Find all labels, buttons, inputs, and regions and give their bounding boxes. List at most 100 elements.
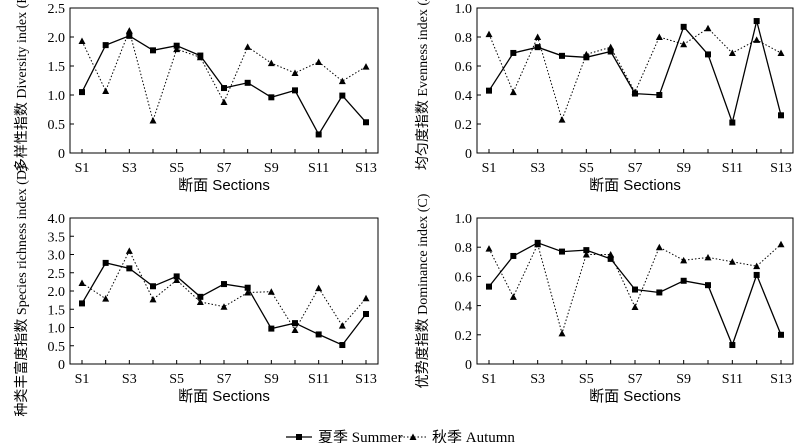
summer-point [559,52,565,59]
summer-point [268,94,275,101]
x-tick-label: S5 [169,372,184,387]
summer-point [173,273,180,280]
summer-point [486,283,492,290]
x-tick-label: S1 [75,372,90,387]
summer-point [315,331,322,338]
summer-point [705,282,711,289]
autumn-point [338,322,346,329]
y-tick-label: 1.0 [48,89,66,104]
autumn-point [582,50,590,58]
x-tick-label: S13 [770,372,792,387]
x-tick-label: S5 [579,372,594,387]
summer-point [753,271,760,278]
y-tick-label: 1.5 [48,303,66,318]
y-tick-label: 0 [58,358,65,373]
plot-frame [69,7,379,154]
x-tick-label: S3 [122,161,137,176]
y-axis-title: 多样性指数 Diversity index (H) [13,0,30,172]
richness-chart: 0 0.5 1.0 1.5 2.0 2.5 3.0 3.5 4.0 S1 S3 S5 S7 S9 S11 S1… [13,165,379,417]
autumn-point [315,58,323,65]
summer-point [244,79,251,86]
summer-point [244,284,251,291]
x-tick-label: S9 [264,372,279,387]
autumn-point [655,33,663,40]
legend: 夏季 Summer 秋季 Autumn [286,429,515,443]
y-tick-label: 4.0 [48,212,66,227]
summer-series-line [488,20,782,125]
summer-point [656,289,663,296]
summer-point [126,265,133,272]
autumn-point [244,43,252,50]
autumn-point [777,240,785,248]
autumn-point [149,117,157,124]
autumn-point [291,326,299,334]
summer-point [339,342,346,349]
y-axis-title: 种类丰富度指数 Species richness index (D) [13,165,30,417]
x-tick-label: S3 [530,372,545,387]
autumn-point [149,295,157,303]
y-axis-title: 均匀度指数 Evenness index (J) [415,0,431,170]
autumn-point [173,276,181,284]
legend-autumn-label: 秋季 Autumn [432,429,515,443]
autumn-series-line [81,28,367,123]
autumn-point [631,303,639,311]
autumn-point [680,256,688,264]
autumn-point [125,27,133,34]
autumn-point [196,53,204,61]
legend-summer-label: 夏季 Summer [318,429,403,443]
x-tick-label: S11 [722,161,743,176]
summer-point [292,87,298,94]
x-tick-label: S7 [217,161,232,176]
summer-point [363,119,369,126]
evenness-chart: 0 0.2 0.4 0.6 0.8 1.0 S1 S3 S5 S7 S9 S11 S13 断面 Secti… [415,0,794,194]
x-tick-label: S1 [75,161,90,176]
summer-point [510,49,517,56]
x-tick-label: S13 [355,161,377,176]
summer-series-line [488,242,782,347]
autumn-series-line [81,249,367,332]
autumn-point [78,37,86,45]
summer-point [126,32,133,39]
summer-point [510,252,517,259]
summer-point [607,48,614,55]
summer-point [221,281,227,288]
summer-point [583,247,590,254]
autumn-point [362,294,370,302]
y-tick-label: 0.2 [455,329,473,344]
x-tick-label: S7 [628,161,643,176]
x-tick-label: S3 [530,161,545,176]
autumn-point [125,247,133,254]
summer-point [79,300,85,307]
x-tick-label: S7 [628,372,643,387]
x-tick-label: S3 [122,372,137,387]
summer-point [150,47,156,54]
summer-point [534,44,541,51]
autumn-point [680,40,688,48]
x-tick-label: S5 [169,161,184,176]
summer-point [680,277,687,284]
y-tick-label: 1.0 [48,322,66,337]
summer-point [705,51,711,58]
y-tick-label: 3.5 [48,230,66,245]
autumn-point [244,288,252,296]
summer-point [150,283,156,290]
summer-point [221,85,227,92]
y-tick-label: 0.4 [455,300,473,315]
autumn-point [196,298,204,305]
y-axis-title: 优势度指数 Dominance index (C) [415,193,431,388]
autumn-point [558,329,566,337]
y-tick-label: 0.6 [455,60,473,75]
summer-point [102,42,109,49]
autumn-series-line [488,27,782,122]
autumn-point [631,88,639,96]
y-tick-label: 0.8 [455,241,473,256]
autumn-point [655,243,663,251]
summer-point [268,325,275,332]
summer-point [778,331,784,338]
autumn-point [753,36,761,43]
summer-point [102,259,109,266]
autumn-point [291,69,299,76]
autumn-point [534,240,542,248]
summer-point [292,320,298,327]
